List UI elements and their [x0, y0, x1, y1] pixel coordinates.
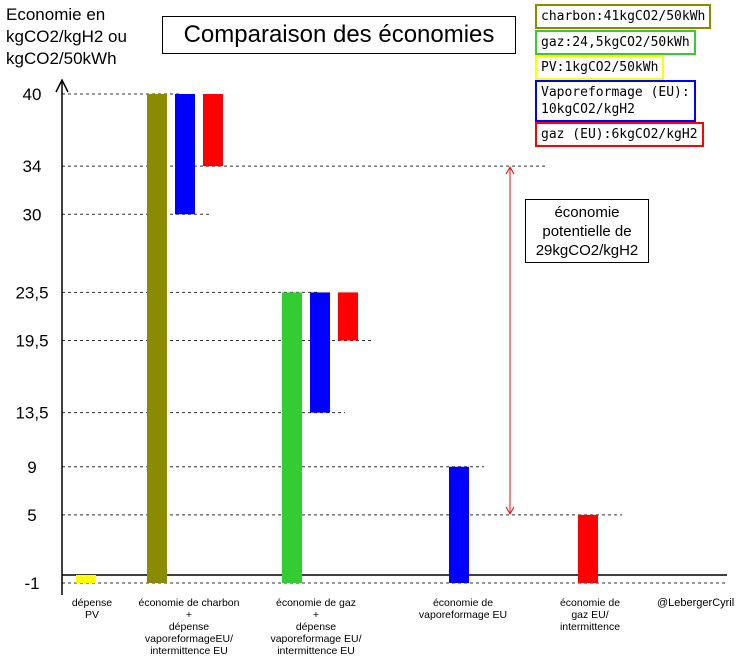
legend-entry-pv: PV:1kgCO2/50kWh	[535, 55, 665, 80]
y-tick-label: 23,5	[15, 283, 48, 302]
potential-savings-annotation: économie potentielle de 29kgCO2/kgH2	[525, 199, 649, 263]
y-tick-label: -1	[24, 574, 39, 593]
category-label-gaz: économie de gaz + dépense vaporeformage …	[270, 597, 362, 657]
y-tick-label: 13,5	[15, 404, 48, 423]
bar-charbon	[147, 94, 167, 583]
chart-title: Comparaison des économies	[162, 16, 516, 54]
category-label-charbon: économie de charbon + dépense vaporeform…	[138, 597, 240, 657]
bar-gaz-eu	[203, 94, 223, 167]
category-label-gaz-eu: économie de gaz EU/ intermittence	[559, 597, 621, 633]
y-tick-label: 9	[27, 458, 36, 477]
y-axis-label: Economie en kgCO2/kgH2 ou kgCO2/50kWh	[6, 5, 127, 68]
legend-entry-charbon: charbon:41kgCO2/50kWh	[535, 4, 712, 29]
annotation-arrowhead-top	[505, 166, 515, 175]
bar-gaz	[282, 292, 302, 583]
y-tick-label: 30	[23, 205, 42, 224]
legend-entry-gaz: gaz:24,5kgCO2/50kWh	[535, 30, 696, 55]
category-label-pv: dépense PV	[71, 597, 113, 621]
bar-vaporeformage-eu	[310, 292, 330, 413]
bar-vaporeformage-eu	[175, 94, 195, 215]
y-tick-label: 40	[23, 85, 42, 104]
bar-pv	[76, 575, 96, 583]
y-tick-label: 34	[23, 157, 42, 176]
bar-vaporeformage-eu	[449, 466, 469, 583]
legend-entry-gaz-eu: gaz (EU):6kgCO2/kgH2	[535, 122, 704, 147]
y-axis-arrow	[55, 78, 69, 93]
author-credit: @LebergerCyril	[657, 597, 735, 609]
bar-gaz-eu	[338, 292, 358, 341]
y-tick-label: 19,5	[15, 332, 48, 351]
legend-entry-vaporeformage: Vaporeformage (EU): 10kgCO2/kgH2	[535, 80, 696, 122]
bar-gaz-eu	[578, 514, 598, 583]
category-label-vaporeformage: économie de vaporeformage EU	[418, 597, 508, 621]
y-tick-label: 5	[27, 506, 36, 525]
annotation-arrowhead-bottom	[505, 506, 515, 515]
